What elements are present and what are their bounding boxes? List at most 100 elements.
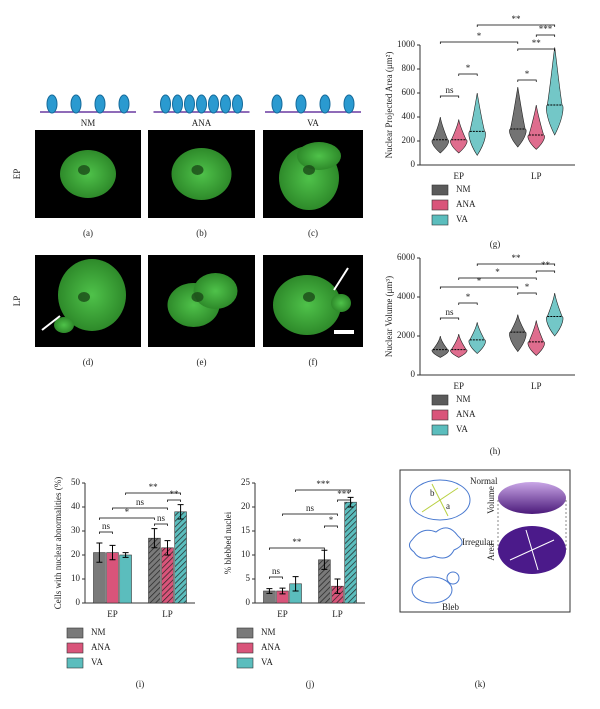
panel-label: (g) — [490, 239, 501, 249]
diagram-frame — [399, 469, 571, 613]
sig-bracket — [112, 507, 168, 510]
sig-label: *** — [539, 24, 553, 34]
nucleosome — [46, 94, 58, 114]
diagram-k: Normal b a Irregular Bleb Volume Area (k… — [399, 469, 571, 689]
nucleosome — [232, 94, 243, 114]
x-tick-label: EP — [453, 171, 464, 181]
sig-label: *** — [337, 489, 351, 499]
violin — [546, 47, 564, 136]
violin — [509, 86, 527, 148]
legend-label: VA — [91, 657, 103, 667]
x-tick-label: EP — [107, 609, 118, 619]
x-tick-label: LP — [332, 609, 343, 619]
nucleosome — [184, 94, 195, 114]
column-label: NM — [81, 118, 96, 128]
sig-label: ns — [306, 503, 315, 513]
x-tick-label: EP — [453, 381, 464, 391]
panel-label: (h) — [490, 446, 501, 456]
sig-bracket — [439, 317, 460, 320]
legend-swatch — [431, 409, 449, 421]
nucleosome — [160, 94, 171, 114]
legend-label: VA — [261, 657, 273, 667]
nucleosome — [295, 94, 307, 114]
error-bar — [334, 578, 341, 594]
legend-swatch — [431, 199, 449, 211]
error-bar — [151, 528, 158, 549]
legend-label: ANA — [91, 642, 111, 652]
y-tick-label: 15 — [241, 525, 251, 535]
legend-label: NM — [261, 627, 276, 637]
column-label: VA — [307, 118, 319, 128]
sig-bracket — [458, 302, 478, 305]
legend-swatch — [66, 627, 84, 639]
row-label: LP — [12, 296, 22, 307]
nucleus — [331, 294, 351, 312]
y-tick-label: 50 — [71, 477, 81, 487]
arrow — [333, 267, 349, 291]
panel-label: (d) — [83, 357, 94, 367]
nucleosome — [220, 94, 231, 114]
y-tick-label: 0 — [246, 597, 251, 607]
nucleosome — [319, 94, 331, 114]
nucleolus — [78, 292, 90, 302]
sig-label: ns — [102, 521, 111, 531]
sig-label: * — [525, 282, 530, 292]
y-tick-label: 30 — [71, 525, 81, 535]
label: Volume — [486, 486, 496, 514]
nucleosome — [343, 94, 355, 114]
micrographs: NM ANA VA EP (a) (b) (c) LP (d) (e) (f) — [12, 94, 363, 367]
violin — [527, 104, 545, 150]
sig-label: ** — [170, 489, 180, 499]
sig-label: ns — [136, 497, 145, 507]
nucleus — [60, 150, 116, 198]
sig-label: * — [466, 292, 471, 302]
y-tick-label: 5 — [246, 573, 251, 583]
sig-bracket — [535, 270, 556, 273]
irregular-shape — [408, 527, 463, 559]
legend-label: ANA — [456, 199, 476, 209]
y-tick-label: 40 — [71, 501, 81, 511]
nucleus — [171, 148, 232, 200]
bleb — [446, 571, 460, 585]
sig-label: ns — [157, 513, 166, 523]
panel-label: (f) — [309, 357, 318, 367]
label: b — [430, 488, 435, 498]
sig-label: * — [466, 63, 471, 73]
y-tick-label: 1000 — [397, 39, 416, 49]
sig-bracket — [517, 292, 537, 295]
panel-label: (c) — [308, 228, 318, 238]
y-tick-label: 0 — [76, 597, 81, 607]
nucleolus — [191, 165, 204, 175]
y-tick-label: 600 — [402, 87, 416, 97]
sig-label: ** — [511, 14, 521, 24]
sig-bracket — [337, 499, 351, 502]
nucleosome — [271, 94, 283, 114]
error-bar — [177, 504, 184, 520]
nucleosome — [94, 94, 106, 114]
sig-bracket — [439, 95, 460, 98]
sig-label: ns — [446, 85, 455, 95]
legend-swatch — [431, 214, 449, 226]
error-bar — [347, 496, 354, 508]
error-bar — [292, 576, 299, 592]
sig-bracket — [439, 286, 519, 289]
violin — [431, 116, 449, 154]
nucleosome — [70, 94, 82, 114]
label: Normal — [470, 476, 498, 486]
sig-label: ns — [272, 566, 281, 576]
sig-bracket — [269, 547, 325, 550]
normal-shape — [409, 479, 471, 521]
legend-label: VA — [456, 214, 468, 224]
label: Bleb — [442, 602, 459, 612]
column-label: ANA — [192, 118, 212, 128]
x-tick-label: LP — [162, 609, 173, 619]
panel-label: (i) — [136, 679, 145, 689]
legend-swatch — [66, 642, 84, 654]
sig-bracket — [476, 24, 556, 27]
error-bar — [279, 587, 286, 595]
violin — [450, 119, 468, 154]
sig-label: * — [525, 69, 530, 79]
nucleosome — [118, 94, 130, 114]
legend-label: ANA — [456, 409, 476, 419]
